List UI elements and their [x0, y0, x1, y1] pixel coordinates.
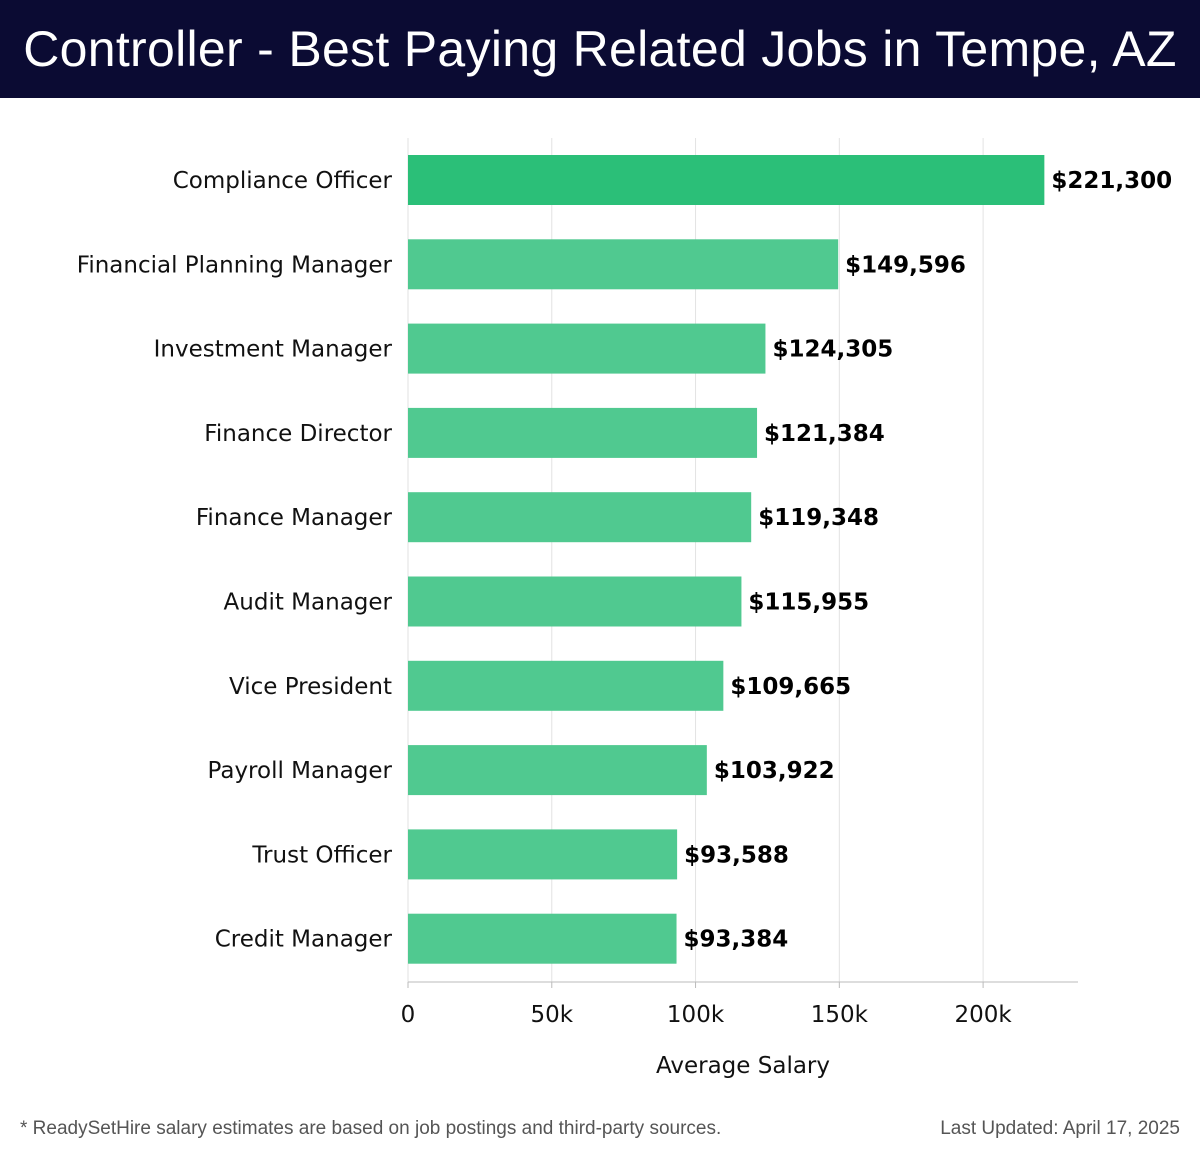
tick-label: 150k	[811, 1002, 869, 1028]
category-labels: Compliance Officer Financial Planning Man…	[77, 168, 393, 953]
tick-label: 200k	[954, 1002, 1012, 1028]
value-label: $115,955	[748, 590, 869, 616]
value-label: $124,305	[772, 337, 893, 363]
value-labels: $221,300 $149,596 $124,305 $121,384 $119,348…	[684, 168, 1173, 953]
bars	[408, 155, 1045, 964]
category-label: Vice President	[229, 674, 392, 700]
category-label: Compliance Officer	[173, 168, 393, 194]
footnote: * ReadySetHire salary estimates are base…	[20, 1118, 722, 1139]
tick-label: 50k	[530, 1002, 573, 1028]
x-axis-ticks: 0 50k 100k 150k 200k	[401, 982, 1012, 1028]
bar	[408, 155, 1045, 205]
category-label: Trust Officer	[251, 842, 392, 868]
category-label: Credit Manager	[215, 927, 393, 953]
value-label: $93,384	[684, 927, 789, 953]
chart-title: Controller - Best Paying Related Jobs in…	[23, 21, 1177, 77]
value-label: $119,348	[758, 505, 879, 531]
bar	[408, 576, 742, 627]
value-label: $149,596	[845, 252, 966, 278]
value-label: $221,300	[1051, 168, 1172, 194]
header-banner: Controller - Best Paying Related Jobs in…	[0, 0, 1200, 98]
tick-label: 0	[401, 1002, 416, 1028]
category-label: Finance Manager	[196, 505, 393, 531]
category-label: Financial Planning Manager	[77, 252, 393, 278]
last-updated: Last Updated: April 17, 2025	[940, 1118, 1180, 1139]
bar	[408, 660, 724, 711]
value-label: $103,922	[714, 758, 835, 784]
bar	[408, 492, 752, 543]
bar	[408, 407, 758, 458]
bar	[408, 913, 677, 964]
x-axis-title: Average Salary	[656, 1053, 830, 1079]
bar-chart: Compliance Officer Financial Planning Man…	[77, 138, 1173, 1079]
value-label: $93,588	[684, 842, 789, 868]
category-label: Investment Manager	[154, 337, 393, 363]
category-label: Audit Manager	[224, 590, 393, 616]
bar	[408, 745, 707, 796]
bar	[408, 239, 839, 290]
tick-label: 100k	[667, 1002, 725, 1028]
value-label: $121,384	[764, 421, 885, 447]
bar	[408, 323, 766, 374]
category-label: Payroll Manager	[208, 758, 393, 784]
value-label: $109,665	[730, 674, 851, 700]
category-label: Finance Director	[204, 421, 392, 447]
bar	[408, 829, 678, 880]
